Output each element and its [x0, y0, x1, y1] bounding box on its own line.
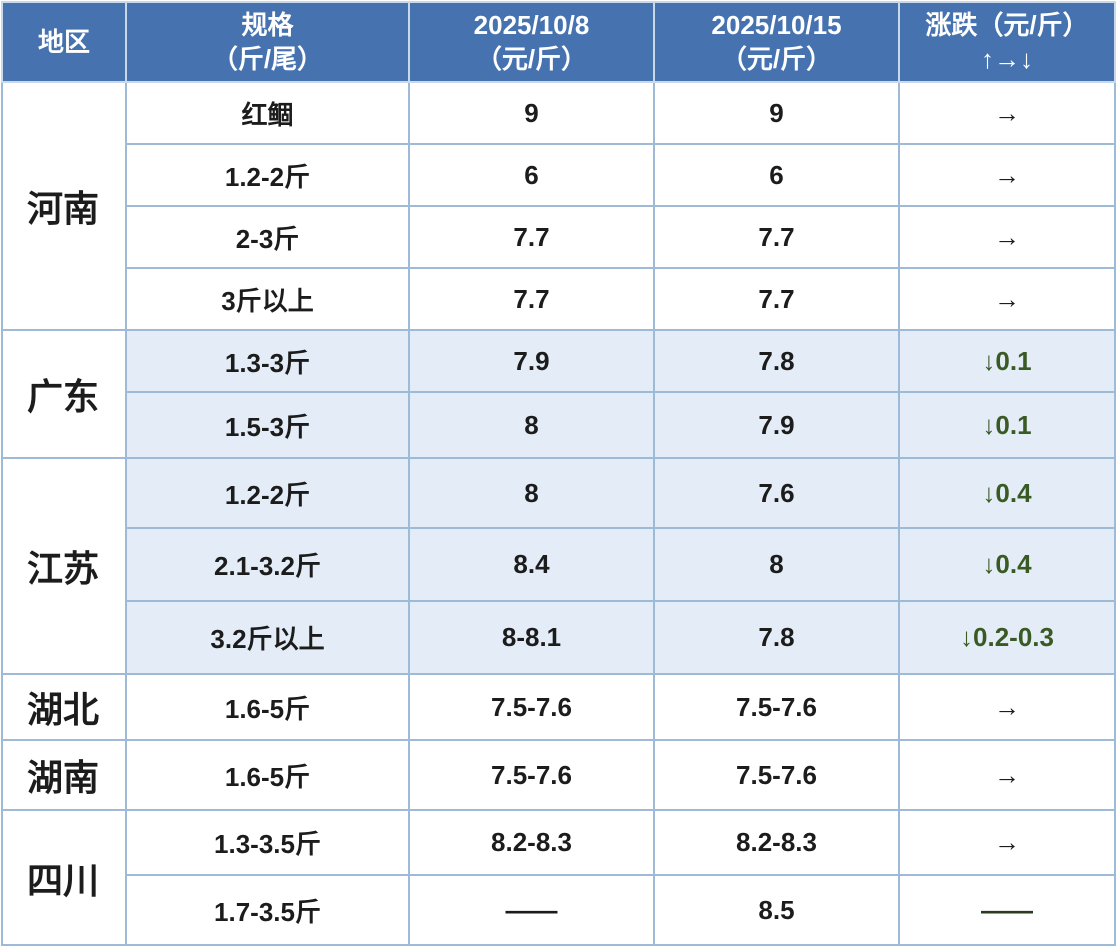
price-date2-cell: 7.5-7.6: [653, 739, 900, 811]
change-cell: →: [898, 267, 1116, 331]
spec-cell: 1.3-3斤: [125, 329, 410, 393]
change-cell: ——: [898, 874, 1116, 946]
header-row: 地区 规格 （斤/尾） 2025/10/8 （元/斤） 2025/10/15 （…: [1, 1, 1116, 83]
table-row: 河南 红鲴 9 9 →: [1, 81, 1116, 331]
header-date2: 2025/10/15 （元/斤）: [653, 1, 900, 83]
region-cell: 四川: [1, 809, 127, 946]
spec-cell: 1.6-5斤: [125, 673, 410, 741]
price-date2-cell: 7.8: [653, 329, 900, 393]
price-date1-cell: 8: [408, 457, 655, 529]
spec-cell: 红鲴: [125, 81, 410, 145]
table-row: 3斤以上 7.7 7.7 →: [2, 267, 1116, 331]
change-cell: →: [898, 809, 1116, 876]
region-cell: 广东: [1, 329, 127, 459]
table-row: 广东 1.3-3斤 7.9 7.8 ↓0.1: [1, 329, 1116, 459]
change-cell: ↓0.4: [898, 527, 1116, 602]
header-change: 涨跌（元/斤） ↑→↓: [898, 1, 1116, 83]
change-cell: →: [898, 143, 1116, 207]
spec-cell: 1.3-3.5斤: [125, 809, 410, 876]
price-date2-cell: 8: [653, 527, 900, 602]
price-date1-cell: 9: [408, 81, 655, 145]
spec-cell: 1.6-5斤: [125, 739, 410, 811]
price-date1-cell: 6: [408, 143, 655, 207]
table-row: 湖北 1.6-5斤 7.5-7.6 7.5-7.6 →: [1, 673, 1116, 741]
price-date2-cell: 7.7: [653, 205, 900, 269]
region-cell: 河南: [1, 81, 127, 331]
price-date2-cell: 9: [653, 81, 900, 145]
spec-cell: 1.5-3斤: [125, 391, 410, 459]
price-date1-cell: 7.9: [408, 329, 655, 393]
spec-cell: 1.2-2斤: [125, 143, 410, 207]
spec-cell: 3斤以上: [125, 267, 410, 331]
table-body: 河南 红鲴 9 9 → 1.2-2斤 6 6 → 2-3斤 7.7 7.7 → …: [1, 81, 1116, 946]
table-row: 四川 1.3-3.5斤 8.2-8.3 8.2-8.3 →: [1, 809, 1116, 946]
spec-cell: 2-3斤: [125, 205, 410, 269]
change-cell: →: [898, 81, 1116, 145]
spec-cell: 1.7-3.5斤: [125, 874, 410, 946]
region-cell: 湖北: [1, 673, 127, 741]
price-date2-cell: 7.8: [653, 600, 900, 675]
table-row: 1.2-2斤 6 6 →: [2, 143, 1116, 207]
table-row: 3.2斤以上 8-8.1 7.8 ↓0.2-0.3: [2, 600, 1116, 675]
price-date2-cell: 7.7: [653, 267, 900, 331]
table-row: 2-3斤 7.7 7.7 →: [2, 205, 1116, 269]
price-date1-cell: 8.2-8.3: [408, 809, 655, 876]
change-cell: ↓0.1: [898, 329, 1116, 393]
price-date2-cell: 8.2-8.3: [653, 809, 900, 876]
price-date2-cell: 7.9: [653, 391, 900, 459]
change-cell: →: [898, 739, 1116, 811]
price-date2-cell: 8.5: [653, 874, 900, 946]
price-date1-cell: 8.4: [408, 527, 655, 602]
price-date2-cell: 6: [653, 143, 900, 207]
price-date1-cell: ——: [408, 874, 655, 946]
change-cell: ↓0.4: [898, 457, 1116, 529]
price-date1-cell: 7.5-7.6: [408, 673, 655, 741]
price-date1-cell: 7.7: [408, 267, 655, 331]
header-spec: 规格 （斤/尾）: [125, 1, 410, 83]
change-cell: ↓0.1: [898, 391, 1116, 459]
price-date1-cell: 8: [408, 391, 655, 459]
table-header: 地区 规格 （斤/尾） 2025/10/8 （元/斤） 2025/10/15 （…: [1, 1, 1116, 83]
table-row: 1.7-3.5斤 —— 8.5 ——: [2, 874, 1116, 946]
table-row: 2.1-3.2斤 8.4 8 ↓0.4: [2, 527, 1116, 602]
region-cell: 湖南: [1, 739, 127, 811]
change-cell: ↓0.2-0.3: [898, 600, 1116, 675]
header-date1: 2025/10/8 （元/斤）: [408, 1, 655, 83]
table-row: 湖南 1.6-5斤 7.5-7.6 7.5-7.6 →: [1, 739, 1116, 811]
spec-cell: 1.2-2斤: [125, 457, 410, 529]
price-date1-cell: 8-8.1: [408, 600, 655, 675]
change-cell: →: [898, 205, 1116, 269]
spec-cell: 2.1-3.2斤: [125, 527, 410, 602]
region-cell: 江苏: [1, 457, 127, 675]
table-row: 江苏 1.2-2斤 8 7.6 ↓0.4: [1, 457, 1116, 675]
table-row: 1.5-3斤 8 7.9 ↓0.1: [2, 391, 1116, 459]
price-date1-cell: 7.5-7.6: [408, 739, 655, 811]
price-date1-cell: 7.7: [408, 205, 655, 269]
spec-cell: 3.2斤以上: [125, 600, 410, 675]
price-date2-cell: 7.6: [653, 457, 900, 529]
price-date2-cell: 7.5-7.6: [653, 673, 900, 741]
header-region: 地区: [1, 1, 127, 83]
change-cell: →: [898, 673, 1116, 741]
